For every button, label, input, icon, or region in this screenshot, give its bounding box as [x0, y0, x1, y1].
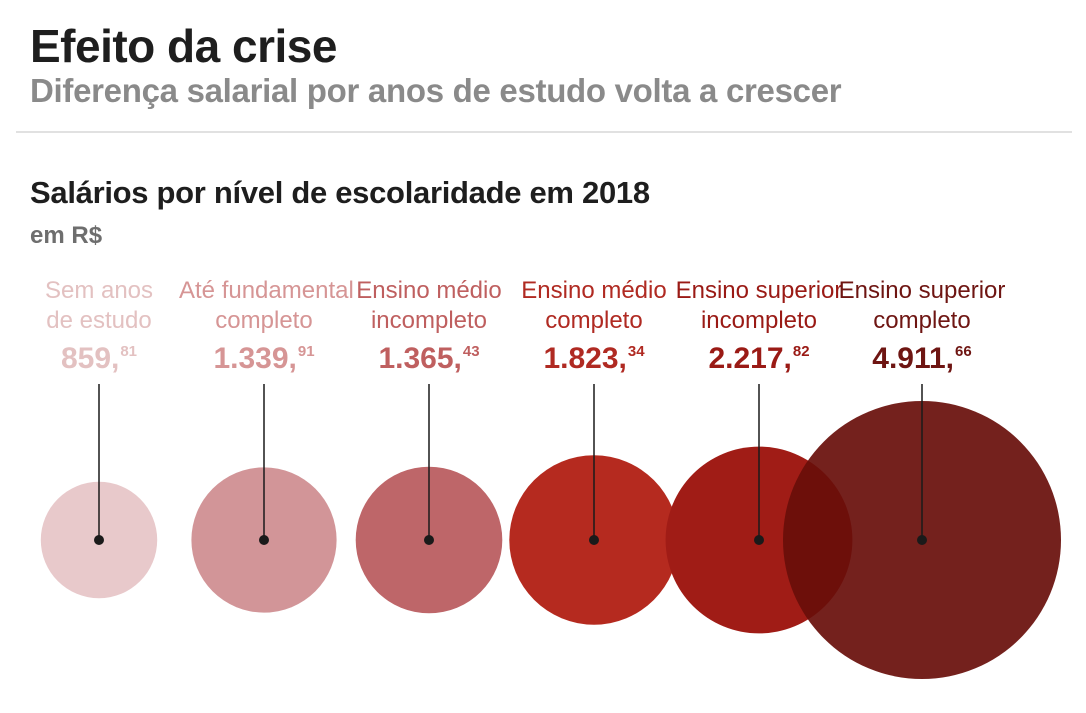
value-label-4: 2.217,82 — [674, 341, 844, 382]
value-label-5: 4.911,66 — [837, 341, 1007, 382]
category-label-line: completo — [873, 307, 971, 334]
value-integer: 4.911, — [872, 342, 955, 375]
category-label-line: Ensino médio — [356, 277, 502, 304]
value-decimal: 66 — [955, 343, 972, 360]
category-label-line: completo — [545, 307, 643, 334]
page-title: Efeito da crise — [30, 20, 337, 72]
value-label-1: 1.339,91 — [179, 341, 349, 382]
chart-unit: em R$ — [30, 222, 103, 249]
value-integer: 1.365, — [378, 342, 462, 375]
category-label-3: Ensino médio completo — [509, 276, 679, 336]
value-integer: 859, — [60, 342, 120, 375]
value-decimal: 43 — [462, 343, 480, 360]
center-dot-4 — [754, 535, 764, 545]
category-label-4: Ensino superior incompleto — [674, 276, 844, 336]
center-dot-5 — [917, 535, 927, 545]
center-dot-1 — [259, 535, 269, 545]
value-decimal: 34 — [627, 343, 645, 360]
center-dot-2 — [424, 535, 434, 545]
value-decimal: 91 — [297, 343, 315, 360]
category-label-line: incompleto — [370, 307, 488, 334]
category-label-line: incompleto — [700, 307, 818, 334]
value-decimal: 82 — [792, 343, 810, 360]
category-label-1: Até fundamental completo — [179, 276, 354, 336]
category-label-line: Ensino superior — [838, 277, 1006, 304]
value-label-3: 1.823,34 — [509, 341, 679, 382]
center-dot-0 — [94, 535, 104, 545]
category-label-0: Sem anos de estudo — [14, 276, 184, 336]
category-label-line: Ensino médio — [521, 277, 667, 304]
category-label-line: de estudo — [46, 307, 152, 334]
category-label-line: Sem anos — [44, 277, 154, 304]
value-integer: 1.823, — [543, 342, 627, 375]
value-label-0: 859,81 — [14, 341, 184, 382]
header-divider — [16, 131, 1072, 133]
page-subtitle: Diferença salarial por anos de estudo vo… — [30, 72, 842, 109]
value-decimal: 81 — [120, 343, 138, 360]
center-dot-3 — [589, 535, 599, 545]
category-label-line: Ensino superior — [675, 277, 843, 304]
chart-title: Salários por nível de escolaridade em 20… — [30, 175, 650, 210]
category-label-line: Até fundamental — [179, 277, 354, 304]
category-label-5: Ensino superior completo — [837, 276, 1007, 336]
category-label-2: Ensino médio incompleto — [344, 276, 514, 336]
value-label-2: 1.365,43 — [344, 341, 514, 382]
value-integer: 2.217, — [708, 342, 792, 375]
value-integer: 1.339, — [213, 342, 297, 375]
category-label-line: completo — [215, 307, 313, 334]
